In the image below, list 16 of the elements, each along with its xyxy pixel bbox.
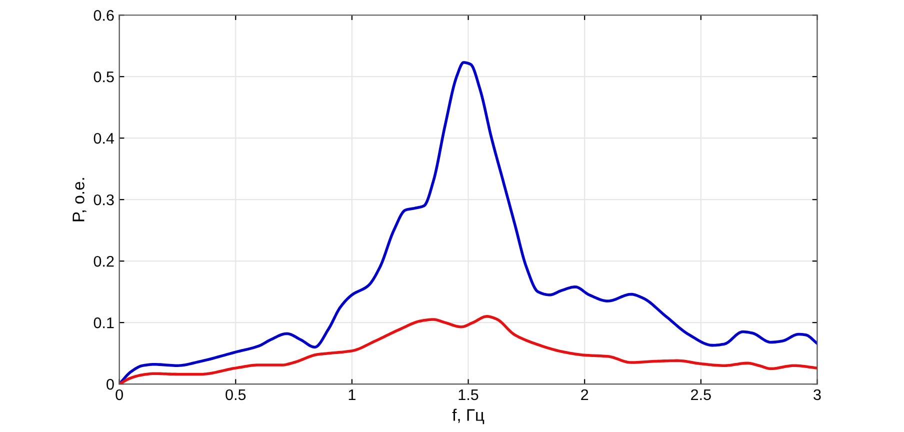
x-axis-title: f, Гц [452, 408, 484, 424]
y-axis-title: P, о.е. [72, 178, 86, 222]
x-tick-label: 0 [116, 389, 123, 400]
x-tick-label: 1.5 [458, 389, 478, 400]
y-tick-label: 0 [106, 378, 114, 390]
x-tick-label: 3 [814, 389, 821, 400]
y-tick-label: 0.3 [94, 194, 114, 206]
x-tick-label: 0.5 [226, 389, 246, 400]
y-tick-label: 0.4 [94, 132, 114, 144]
x-tick-label: 1 [348, 389, 356, 400]
y-tick-label: 0.2 [94, 256, 114, 267]
x-tick-label: 2.5 [691, 389, 711, 400]
y-tick-label: 0.5 [94, 71, 114, 82]
y-tick-label: 0.1 [94, 317, 114, 328]
x-tick-label: 2 [581, 389, 588, 400]
y-tick-label: 0.6 [94, 10, 114, 21]
